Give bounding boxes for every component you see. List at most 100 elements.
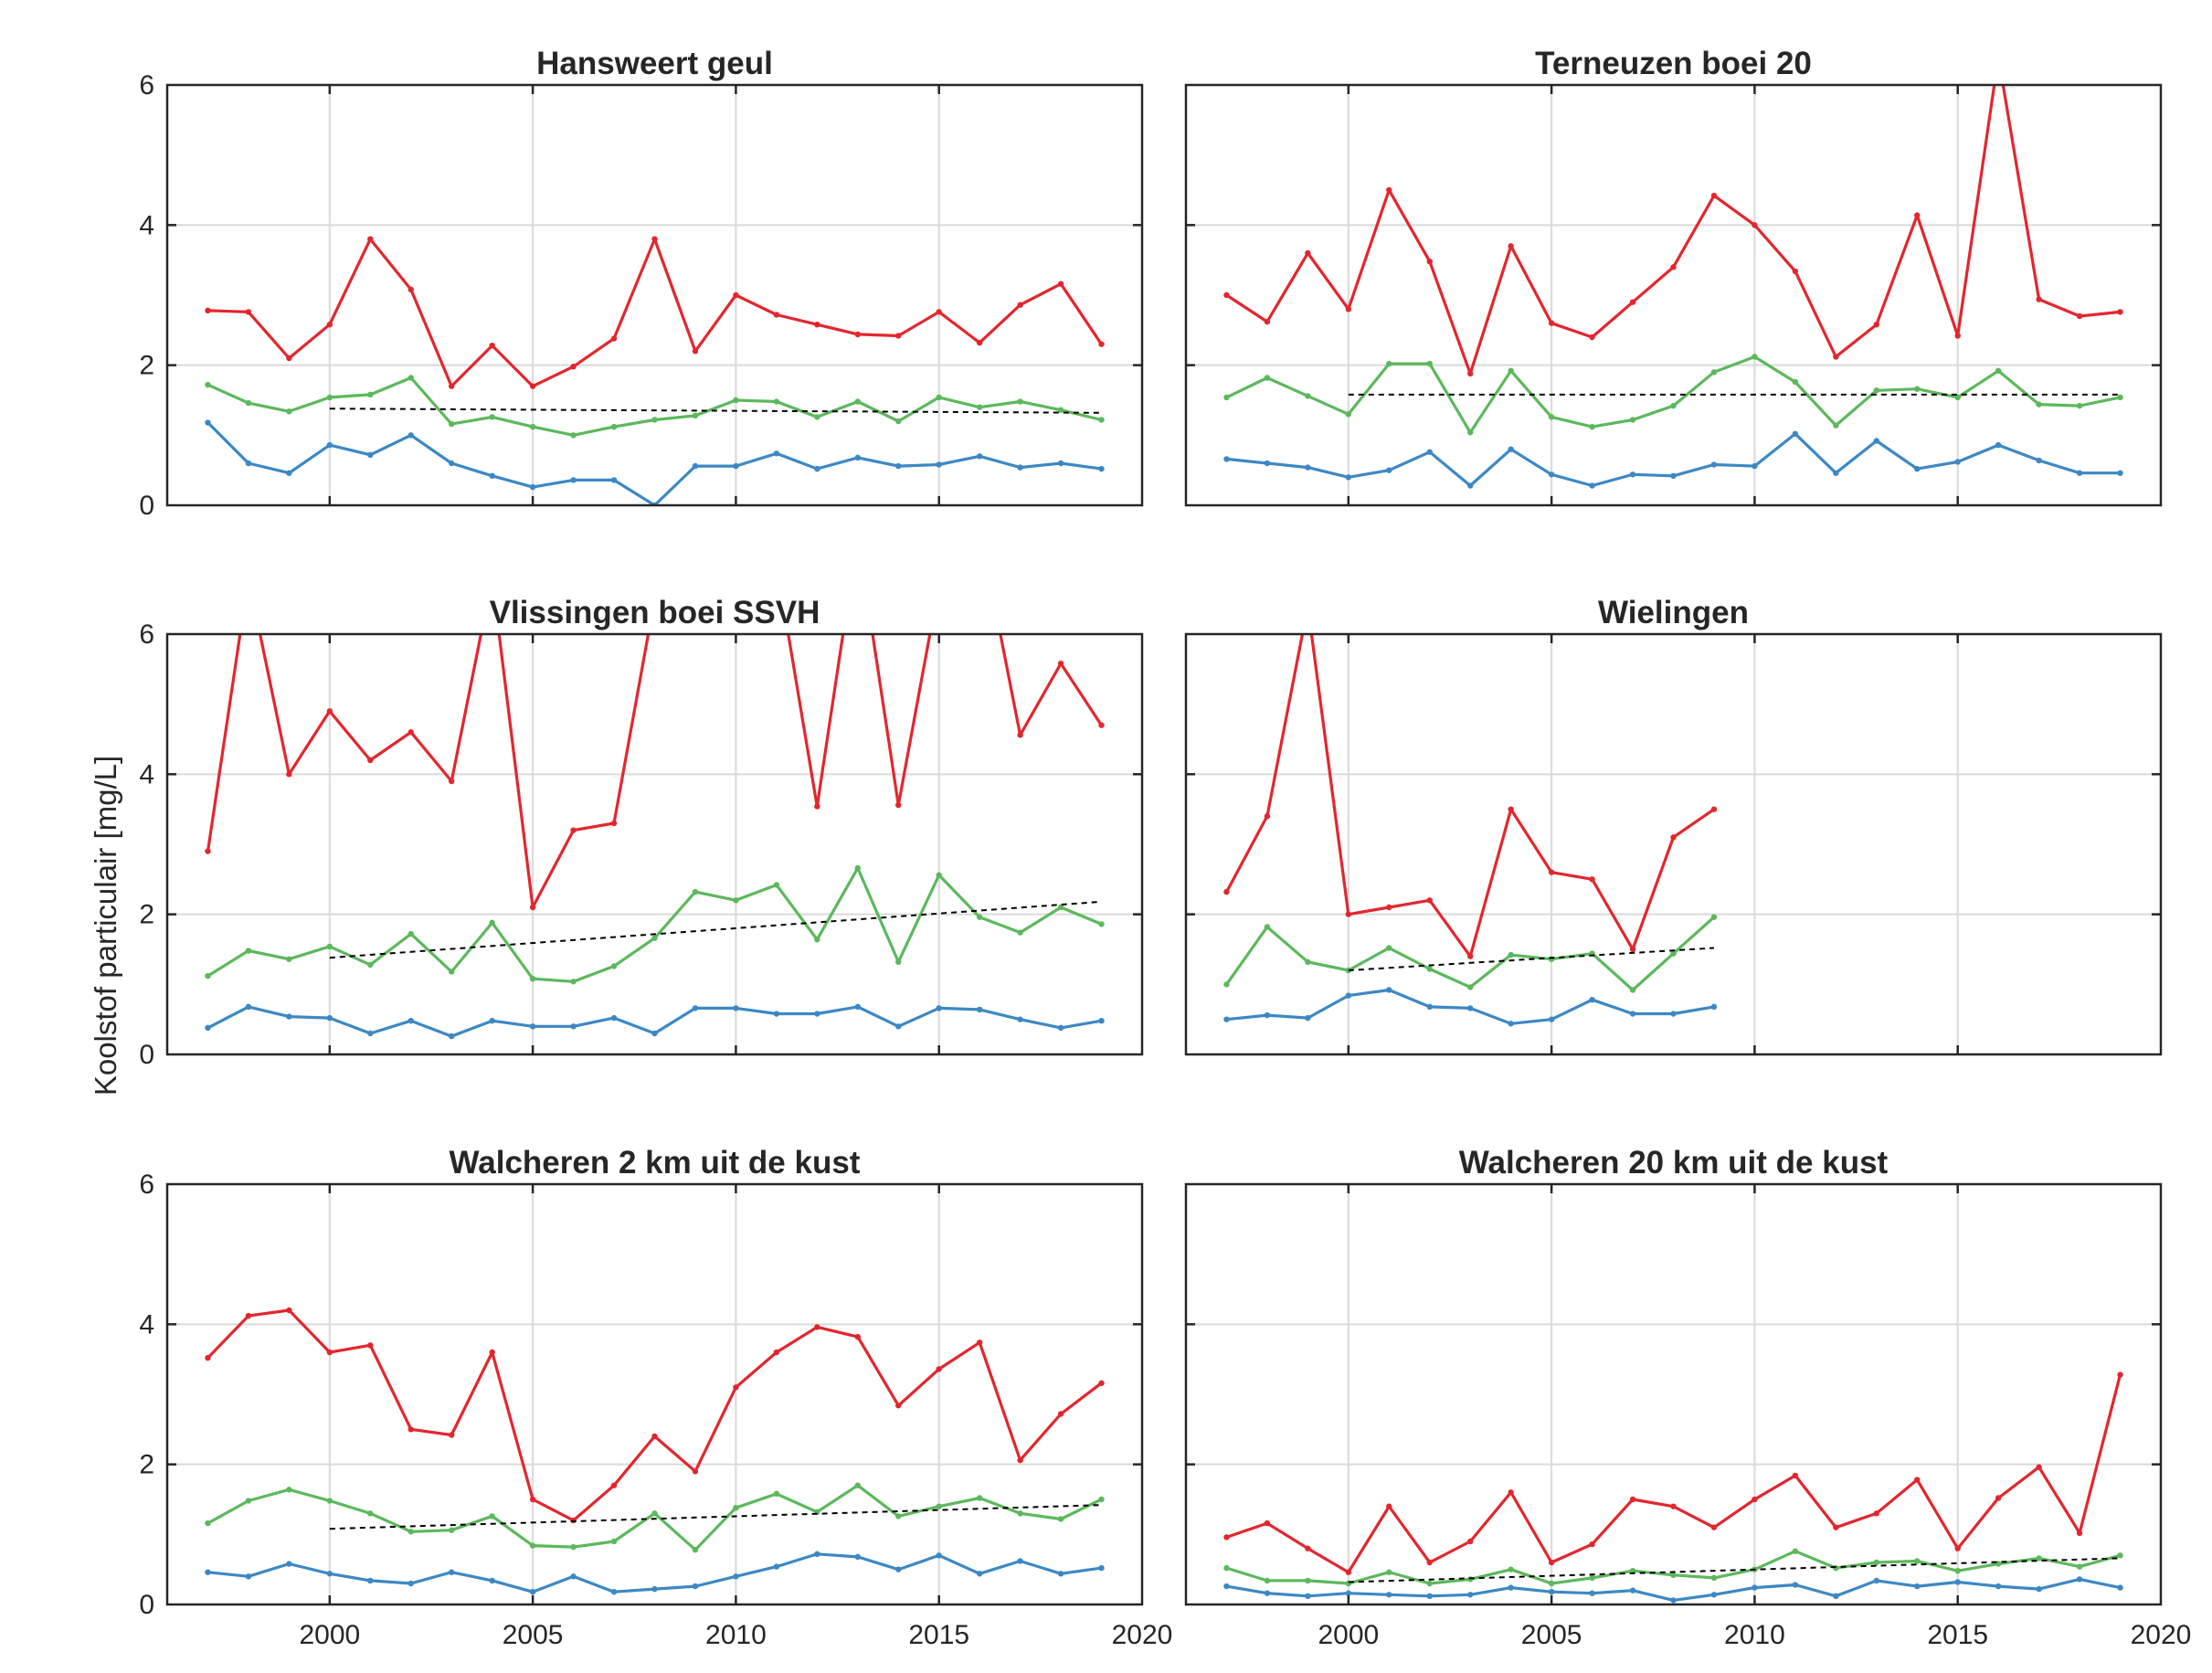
data-point (977, 526, 982, 532)
data-point (570, 1543, 577, 1551)
data-point (1057, 460, 1064, 467)
data-point (489, 919, 495, 927)
data-point (1670, 402, 1677, 409)
data-point (1057, 661, 1064, 667)
data-point (245, 1312, 252, 1319)
data-point (205, 1024, 211, 1032)
data-point (2076, 1576, 2083, 1583)
data-point (1467, 429, 1474, 436)
y-tick-label: 4 (139, 1309, 154, 1339)
data-point (854, 331, 861, 338)
data-point (570, 1023, 577, 1030)
data-point (326, 1349, 333, 1356)
data-point (2036, 457, 2042, 464)
data-point (367, 1342, 374, 1349)
axes-box (1184, 83, 2163, 507)
data-point (1305, 464, 1311, 471)
data-point (976, 339, 983, 346)
data-point (1589, 997, 1595, 1003)
x-tick-label: 2005 (1521, 1620, 1582, 1650)
data-point (326, 1498, 333, 1504)
data-point (1914, 1477, 1921, 1483)
data-point (895, 1403, 902, 1409)
data-point (773, 312, 780, 318)
data-point (1589, 482, 1595, 489)
data-point (1710, 369, 1718, 376)
data-point (1467, 1592, 1474, 1598)
series-line (1226, 1550, 2121, 1585)
data-point (692, 888, 699, 895)
data-point (976, 914, 983, 920)
data-point (2076, 1563, 2083, 1570)
data-point (326, 322, 333, 328)
data-point (449, 1527, 455, 1533)
data-point (529, 1589, 536, 1595)
data-point (651, 935, 658, 941)
series-line (206, 1308, 1103, 1522)
data-point (1548, 1589, 1555, 1595)
chart-panel: Terneuzen boei 20 (1184, 46, 2163, 507)
data-point (733, 291, 739, 299)
x-tick-label: 2015 (908, 1620, 969, 1650)
data-point (1305, 393, 1311, 399)
data-point (1386, 945, 1392, 951)
data-point (1670, 1572, 1677, 1579)
data-point (936, 461, 942, 468)
chart-panel: 0 2 4 6 Vlissingen boei SSVH (139, 526, 1144, 1070)
panel-title: Walcheren 2 km uit de kust (450, 1145, 861, 1181)
data-point (286, 1561, 292, 1567)
data-point (1223, 1564, 1230, 1572)
data-point (1629, 1568, 1636, 1574)
data-point (1833, 470, 1839, 476)
data-point (936, 872, 942, 878)
data-point (407, 1426, 414, 1433)
data-point (1914, 1583, 1921, 1590)
data-point (246, 575, 251, 580)
data-point (2076, 1530, 2083, 1537)
data-point (529, 1023, 536, 1030)
data-point (1670, 1503, 1677, 1509)
panel-title: Wielingen (1598, 595, 1749, 630)
data-point (976, 1571, 983, 1577)
data-point (570, 477, 577, 483)
data-point (1589, 876, 1595, 883)
data-point (205, 381, 211, 388)
data-point (1264, 813, 1271, 820)
data-point (854, 1333, 861, 1340)
data-point (449, 460, 455, 467)
trend-line (329, 900, 1102, 959)
data-point (367, 391, 374, 398)
x-tick-label: 2020 (1112, 1620, 1173, 1650)
y-tick-label: 2 (139, 351, 154, 381)
data-point (693, 547, 698, 553)
data-point (1508, 1489, 1514, 1496)
plot-area (1223, 1371, 2123, 1604)
y-tick-label: 2 (139, 1450, 154, 1480)
data-point (1098, 465, 1105, 472)
data-point (1670, 1011, 1677, 1017)
series-line (1225, 634, 1715, 958)
data-point (2036, 1585, 2042, 1593)
chart-panel: 0 2 4 6 Hansweert geul (139, 46, 1144, 521)
data-point (1223, 456, 1230, 462)
y-tick-label: 6 (139, 619, 154, 650)
data-point (2117, 309, 2123, 315)
data-point (1833, 1524, 1839, 1530)
data-point (854, 454, 861, 461)
data-point (1508, 1566, 1514, 1572)
data-point (245, 948, 252, 954)
data-point (286, 408, 292, 415)
data-point (854, 1553, 861, 1561)
axes-box (1184, 632, 2163, 1056)
chart-panel: 0 2 4 6 2000 2005 2010 2015 2020 Walcheren 2 km u… (139, 1145, 1172, 1650)
data-point (407, 1580, 414, 1587)
data-point (895, 1023, 902, 1030)
data-point (1873, 1577, 1879, 1584)
data-point (570, 1573, 577, 1580)
data-point (1467, 1538, 1474, 1545)
data-point (570, 364, 577, 370)
data-point (570, 432, 577, 439)
series-line (1225, 85, 2121, 376)
data-point (1017, 1016, 1023, 1022)
data-point (367, 1510, 374, 1517)
